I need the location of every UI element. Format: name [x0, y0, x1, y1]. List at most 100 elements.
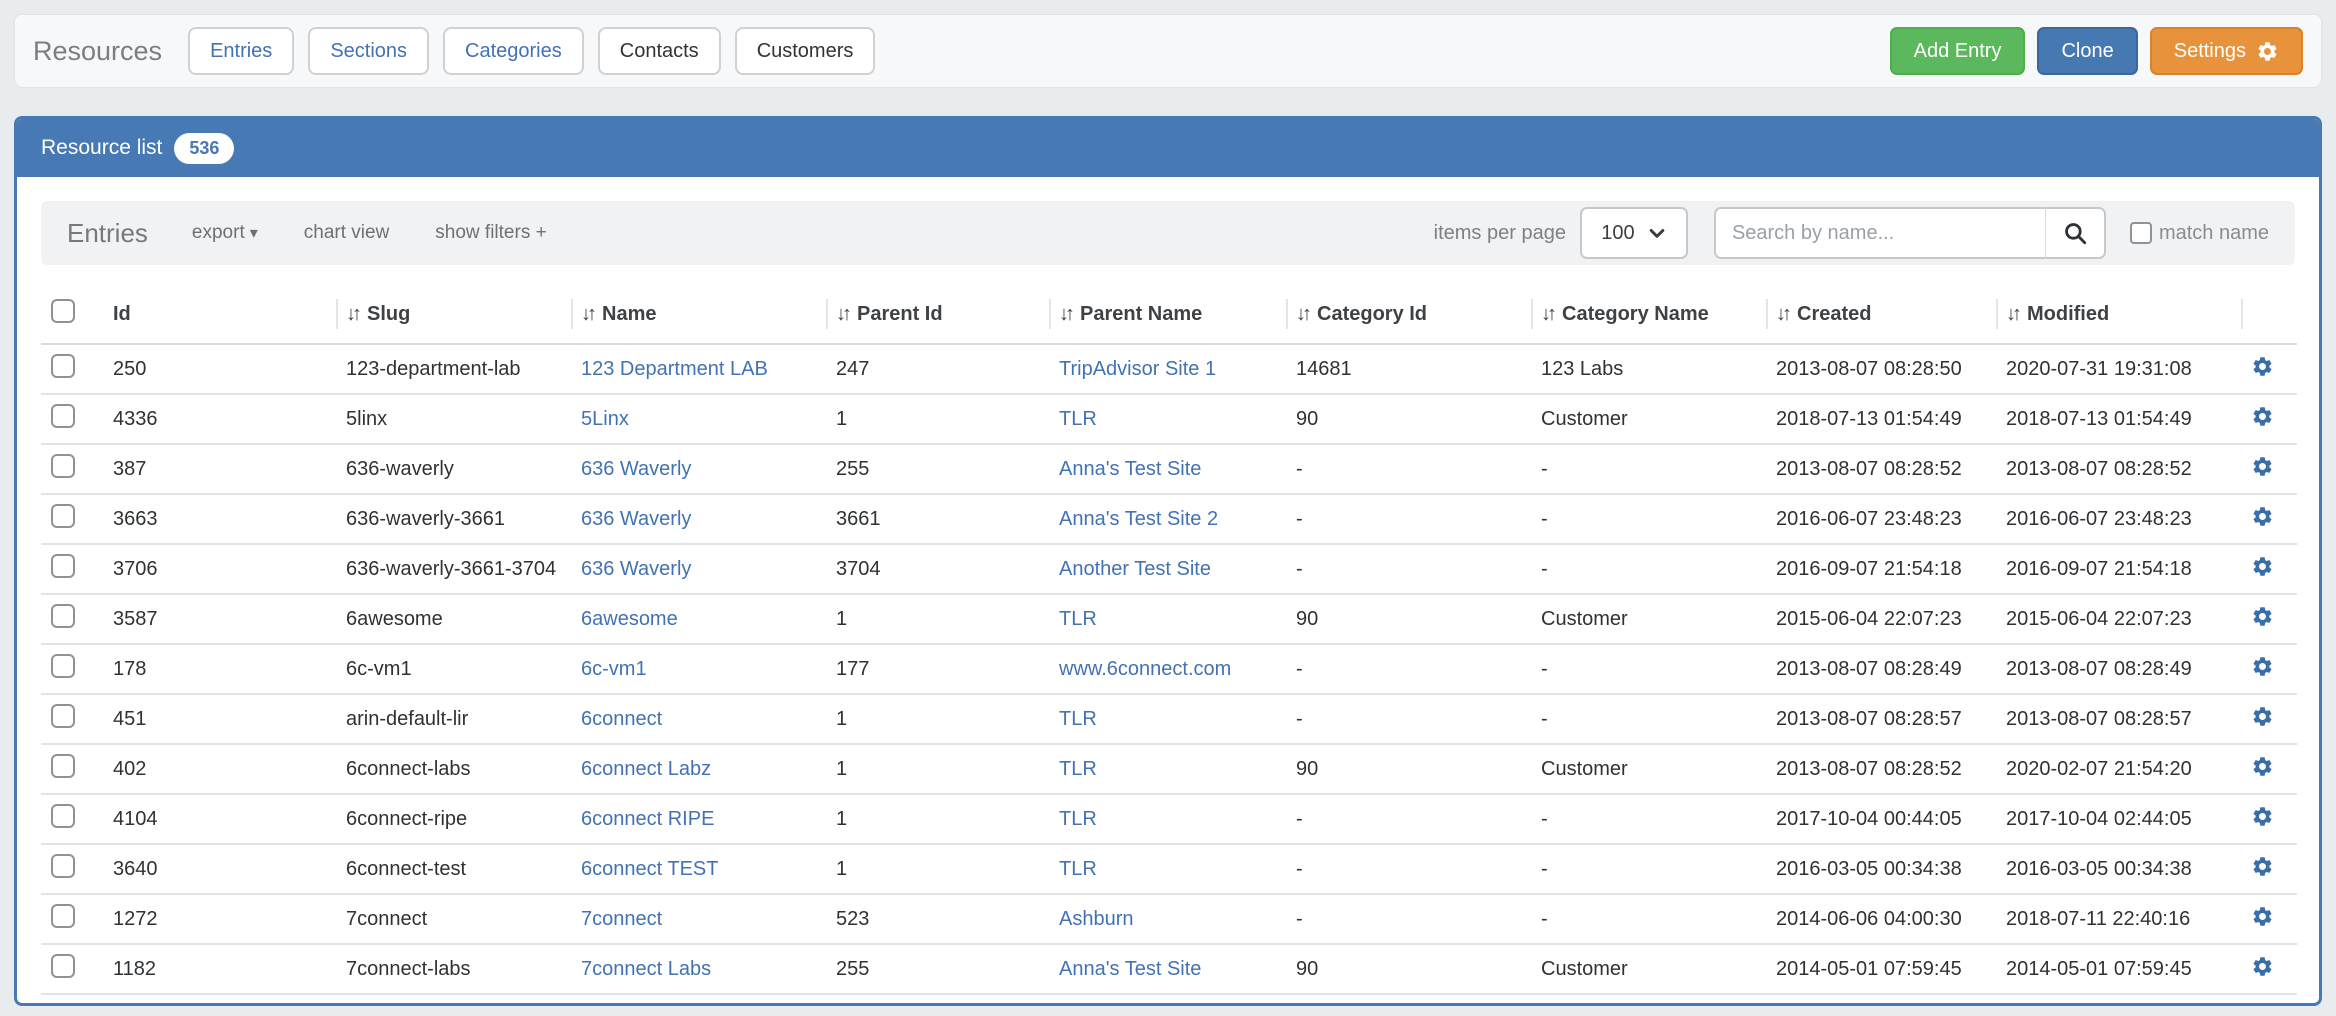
parent-name-link[interactable]: TLR — [1059, 407, 1097, 430]
cell-modified: 2016-09-07 21:54:18 — [1996, 544, 2241, 595]
parent-name-link[interactable]: Another Test Site — [1059, 557, 1211, 580]
row-settings-gear-icon[interactable] — [2251, 955, 2274, 978]
clone-button[interactable]: Clone — [2037, 27, 2138, 75]
match-name-checkbox[interactable] — [2129, 222, 2152, 244]
parent-name-link[interactable]: TLR — [1059, 707, 1097, 730]
tab-customers[interactable]: Customers — [734, 27, 876, 75]
parent-name-link[interactable]: www.6connect.com — [1059, 657, 1232, 680]
row-settings-gear-icon[interactable] — [2251, 855, 2274, 878]
tab-categories[interactable]: Categories — [443, 27, 584, 75]
search-button[interactable] — [2045, 207, 2106, 259]
row-settings-gear-icon[interactable] — [2251, 655, 2274, 678]
resource-name-link[interactable]: 6c-vm1 — [581, 657, 647, 680]
parent-name-link[interactable]: TLR — [1059, 857, 1097, 880]
row-settings-gear-icon[interactable] — [2251, 905, 2274, 928]
resource-name-link[interactable]: 636 Waverly — [581, 557, 692, 580]
cell-id: 3640 — [103, 844, 336, 895]
resource-name-link[interactable]: 6connect — [581, 707, 663, 730]
row-settings-gear-icon[interactable] — [2251, 605, 2274, 628]
col-header-category-id[interactable]: ↓↑ Category Id — [1286, 285, 1531, 345]
resource-name-link[interactable]: 7connect — [581, 907, 663, 930]
row-checkbox[interactable] — [51, 454, 75, 478]
match-name-option[interactable]: match name — [2129, 222, 2269, 245]
parent-name-link[interactable]: Anna's Test Site 2 — [1059, 507, 1219, 530]
settings-button[interactable]: Settings — [2149, 27, 2303, 75]
row-settings-gear-icon[interactable] — [2251, 705, 2274, 728]
resource-name-link[interactable]: 6awesome — [581, 607, 678, 630]
col-header-modified[interactable]: ↓↑ Modified — [1996, 285, 2241, 345]
row-settings-gear-icon[interactable] — [2251, 505, 2274, 528]
cell-category-id: 90 — [1286, 744, 1531, 795]
add-entry-button-label: Add Entry — [1913, 39, 2002, 62]
cell-created: 2018-07-13 01:54:49 — [1766, 394, 1996, 445]
parent-name-link[interactable]: TLR — [1059, 757, 1097, 780]
col-header-label: Parent Name — [1080, 302, 1203, 325]
tab-sections[interactable]: Sections — [308, 27, 430, 75]
search-input[interactable] — [1713, 207, 2046, 259]
cell-name: 6connect — [571, 694, 826, 745]
row-checkbox[interactable] — [51, 504, 75, 528]
row-checkbox[interactable] — [51, 704, 75, 728]
row-checkbox[interactable] — [51, 804, 75, 828]
resource-name-link[interactable]: 123 Department LAB — [581, 357, 768, 380]
row-checkbox[interactable] — [51, 754, 75, 778]
row-checkbox[interactable] — [51, 604, 75, 628]
parent-name-link[interactable]: TripAdvisor Site 1 — [1059, 357, 1217, 380]
row-checkbox[interactable] — [51, 904, 75, 928]
col-header-parent-name[interactable]: ↓↑ Parent Name — [1049, 285, 1286, 345]
col-header-label: Category Id — [1317, 302, 1428, 325]
resource-name-link[interactable]: 5Linx — [581, 407, 629, 430]
row-settings-gear-icon[interactable] — [2251, 805, 2274, 828]
select-all-header-cell — [41, 285, 103, 345]
tab-contacts[interactable]: Contacts — [597, 27, 721, 75]
cell-created: 2016-06-07 23:48:23 — [1766, 494, 1996, 545]
resource-name-link[interactable]: 636 Waverly — [581, 457, 692, 480]
row-settings-gear-icon[interactable] — [2251, 405, 2274, 428]
row-settings-gear-icon[interactable] — [2251, 455, 2274, 478]
resource-name-link[interactable]: 6connect RIPE — [581, 807, 715, 830]
resource-name-link[interactable]: 7connect Labs — [581, 957, 712, 980]
items-per-page-select[interactable]: 100 — [1579, 207, 1688, 259]
cell-category-name: - — [1531, 644, 1766, 695]
toolbar-link-export[interactable]: export ▾ — [192, 222, 258, 244]
row-checkbox[interactable] — [51, 404, 75, 428]
cell-modified: 2017-10-04 02:44:05 — [1996, 794, 2241, 845]
cell-slug: 123-department-lab — [336, 344, 571, 395]
cell-slug: 636-waverly-3661 — [336, 494, 571, 545]
cell-modified: 2020-07-31 19:31:08 — [1996, 344, 2241, 395]
cell-modified: 2016-06-07 23:48:23 — [1996, 494, 2241, 545]
parent-name-link[interactable]: TLR — [1059, 807, 1097, 830]
row-settings-gear-icon[interactable] — [2251, 555, 2274, 578]
col-header-slug[interactable]: ↓↑ Slug — [336, 285, 571, 345]
cell-slug: 6connect-labs — [336, 744, 571, 795]
parent-name-link[interactable]: Ashburn — [1059, 907, 1134, 930]
col-header-created[interactable]: ↓↑ Created — [1766, 285, 1996, 345]
row-checkbox[interactable] — [51, 354, 75, 378]
row-checkbox[interactable] — [51, 554, 75, 578]
cell-id: 3706 — [103, 544, 336, 595]
resource-name-link[interactable]: 6connect TEST — [581, 857, 719, 880]
col-header-name[interactable]: ↓↑ Name — [571, 285, 826, 345]
parent-name-link[interactable]: TLR — [1059, 607, 1097, 630]
toolbar-link-show-filters[interactable]: show filters + — [435, 222, 546, 244]
row-settings-gear-icon[interactable] — [2251, 755, 2274, 778]
select-all-checkbox[interactable] — [51, 299, 75, 323]
row-checkbox[interactable] — [51, 654, 75, 678]
cell-parent-id: 1 — [826, 394, 1049, 445]
col-header-category-name[interactable]: ↓↑ Category Name — [1531, 285, 1766, 345]
col-header-parent-id[interactable]: ↓↑ Parent Id — [826, 285, 1049, 345]
cell-created: 2016-09-07 21:54:18 — [1766, 544, 1996, 595]
row-checkbox[interactable] — [51, 954, 75, 978]
resource-name-link[interactable]: 636 Waverly — [581, 507, 692, 530]
add-entry-button[interactable]: Add Entry — [1889, 27, 2026, 75]
parent-name-link[interactable]: Anna's Test Site — [1059, 957, 1202, 980]
parent-name-link[interactable]: Anna's Test Site — [1059, 457, 1202, 480]
cell-parent-id: 1 — [826, 744, 1049, 795]
toolbar-link-chart-view[interactable]: chart view — [304, 222, 390, 244]
tab-entries[interactable]: Entries — [188, 27, 295, 75]
cell-parent-id: 3661 — [826, 494, 1049, 545]
resource-name-link[interactable]: 6connect Labz — [581, 757, 712, 780]
cell-category-name: Customer — [1531, 394, 1766, 445]
row-checkbox[interactable] — [51, 854, 75, 878]
row-settings-gear-icon[interactable] — [2251, 355, 2274, 378]
